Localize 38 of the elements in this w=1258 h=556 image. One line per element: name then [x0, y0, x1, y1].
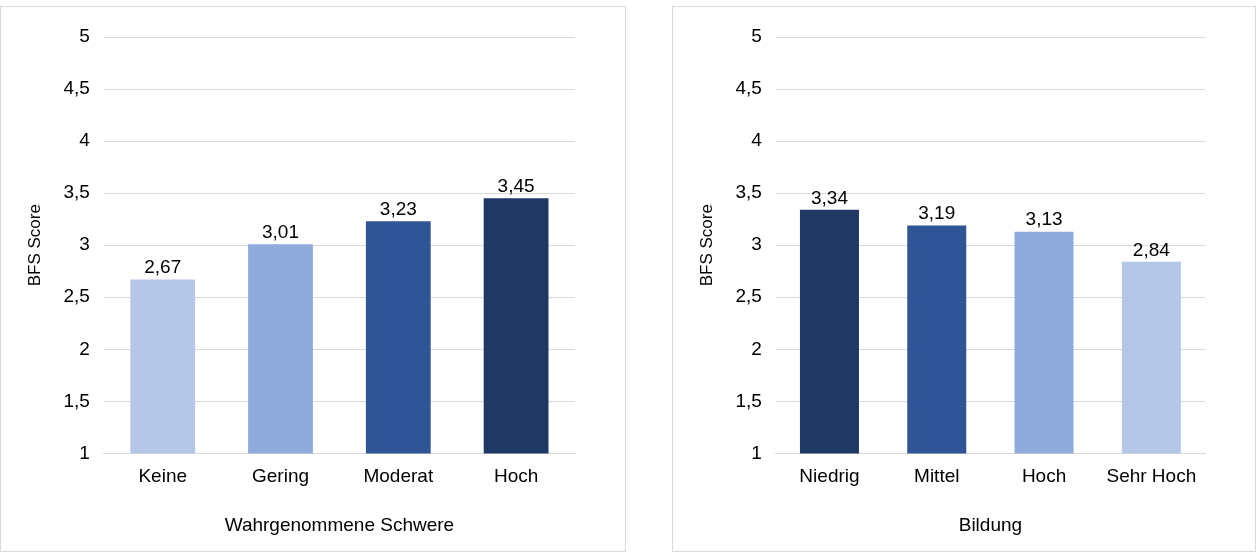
- x-tick-label: Hoch: [493, 465, 539, 487]
- x-tick-label: Sehr Hoch: [1106, 465, 1197, 487]
- x-axis-title: Bildung: [958, 513, 1023, 535]
- y-tick-label: 4: [751, 129, 763, 151]
- data-label: 3,34: [810, 186, 849, 208]
- y-tick-label: 1,5: [63, 389, 90, 411]
- x-tick-label: Mittel: [914, 465, 960, 487]
- data-label: 3,13: [1025, 208, 1063, 230]
- y-tick-label: 2,5: [735, 285, 762, 307]
- y-tick-label: 4,5: [735, 77, 762, 99]
- x-tick-label: Niedrig: [799, 465, 860, 487]
- y-axis-title: BFS Score: [696, 204, 716, 287]
- y-tick-label: 1: [751, 441, 762, 463]
- y-tick-label: 3: [79, 233, 90, 255]
- data-label: 3,01: [262, 220, 299, 242]
- data-label: 3,45: [497, 175, 535, 197]
- y-tick-label: 2,5: [63, 285, 90, 307]
- y-tick-label: 5: [79, 25, 90, 47]
- x-axis-title: Wahrgenommene Schwere: [224, 513, 455, 535]
- y-tick-label: 4: [79, 129, 91, 151]
- data-label: 2,84: [1132, 238, 1171, 260]
- data-label: 3,19: [918, 202, 956, 224]
- y-tick-label: 3: [751, 233, 762, 255]
- y-tick-label: 1,5: [735, 389, 762, 411]
- y-tick-label: 3,5: [63, 181, 90, 203]
- y-tick-label: 4,5: [63, 77, 90, 99]
- x-tick-label: Hoch: [1021, 465, 1067, 487]
- y-axis-title: BFS Score: [24, 204, 44, 287]
- data-label: 3,23: [379, 197, 417, 219]
- x-tick-label: Gering: [251, 465, 310, 487]
- y-tick-label: 3,5: [735, 181, 762, 203]
- y-tick-label: 2: [751, 337, 762, 359]
- data-label: 2,67: [144, 256, 182, 278]
- y-tick-label: 1: [79, 441, 90, 463]
- x-tick-label: Moderat: [363, 465, 434, 487]
- y-tick-label: 5: [751, 25, 762, 47]
- y-tick-label: 2: [79, 337, 90, 359]
- x-tick-label: Keine: [138, 465, 188, 487]
